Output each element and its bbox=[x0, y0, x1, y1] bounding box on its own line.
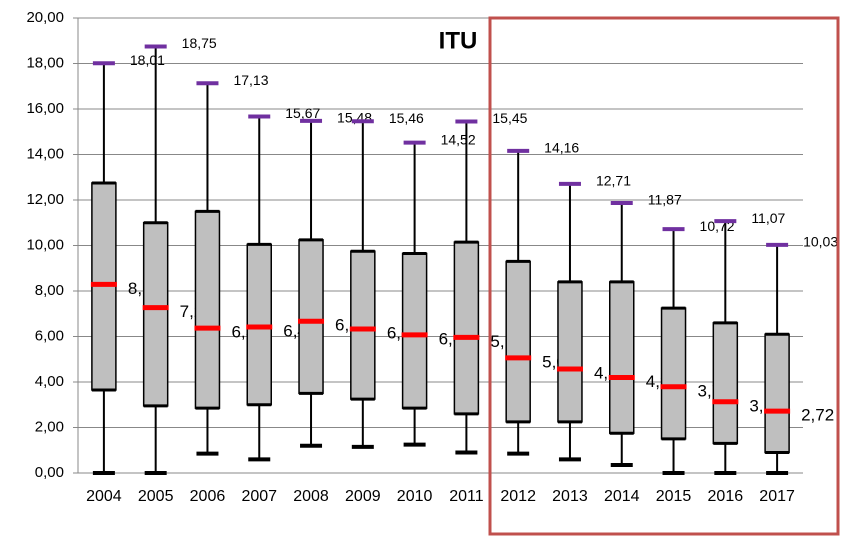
y-tick-label: 18,00 bbox=[26, 54, 64, 71]
max-label: 15,67 bbox=[285, 105, 320, 121]
x-tick-label: 2011 bbox=[449, 488, 484, 505]
max-label: 14,52 bbox=[441, 131, 476, 147]
box bbox=[194, 210, 221, 409]
box bbox=[505, 260, 531, 423]
y-tick-label: 6,00 bbox=[35, 327, 64, 344]
y-tick-label: 14,00 bbox=[26, 145, 64, 162]
x-tick-label: 2007 bbox=[241, 488, 277, 505]
x-tick-label: 2006 bbox=[190, 488, 226, 505]
box bbox=[453, 241, 480, 415]
y-tick-label: 16,00 bbox=[26, 100, 64, 117]
x-tick-label: 2013 bbox=[552, 488, 588, 505]
y-tick-label: 4,00 bbox=[35, 373, 64, 390]
y-tick-label: 0,00 bbox=[35, 464, 64, 481]
box bbox=[298, 239, 324, 395]
max-label: 14,16 bbox=[544, 140, 579, 156]
box bbox=[557, 281, 583, 423]
x-tick-label: 2008 bbox=[293, 488, 329, 505]
max-label: 11,87 bbox=[648, 192, 682, 208]
y-tick-label: 20,00 bbox=[26, 9, 64, 26]
median-label: 2,72 bbox=[801, 406, 834, 425]
x-tick-label: 2012 bbox=[500, 488, 536, 505]
box bbox=[142, 222, 169, 407]
x-tick-label: 2016 bbox=[708, 488, 744, 505]
y-tick-label: 2,00 bbox=[35, 418, 64, 435]
x-tick-label: 2004 bbox=[86, 488, 122, 505]
max-label: 18,75 bbox=[182, 35, 217, 51]
chart-title: ITU bbox=[439, 27, 478, 54]
box bbox=[609, 281, 635, 434]
x-tick-label: 2014 bbox=[604, 488, 640, 505]
max-label: 15,46 bbox=[389, 110, 424, 126]
y-tick-label: 10,00 bbox=[26, 236, 64, 253]
box bbox=[401, 252, 428, 409]
box bbox=[660, 307, 687, 440]
x-tick-label: 2010 bbox=[397, 488, 433, 505]
x-tick-label: 2015 bbox=[656, 488, 692, 505]
max-label: 18,01 bbox=[130, 52, 165, 68]
y-tick-label: 12,00 bbox=[26, 191, 64, 208]
x-tick-label: 2017 bbox=[759, 488, 795, 505]
box bbox=[764, 333, 790, 454]
x-tick-label: 2009 bbox=[345, 488, 381, 505]
max-label: 15,45 bbox=[492, 110, 527, 126]
box bbox=[350, 250, 376, 400]
box bbox=[712, 322, 739, 445]
highlight-frame bbox=[488, 16, 840, 536]
max-label: 11,07 bbox=[751, 210, 785, 226]
max-label: 10,03 bbox=[803, 234, 838, 250]
y-tick-label: 8,00 bbox=[35, 282, 64, 299]
x-tick-label: 2005 bbox=[138, 488, 174, 505]
max-label: 12,71 bbox=[596, 173, 631, 189]
max-label: 17,13 bbox=[233, 72, 268, 88]
